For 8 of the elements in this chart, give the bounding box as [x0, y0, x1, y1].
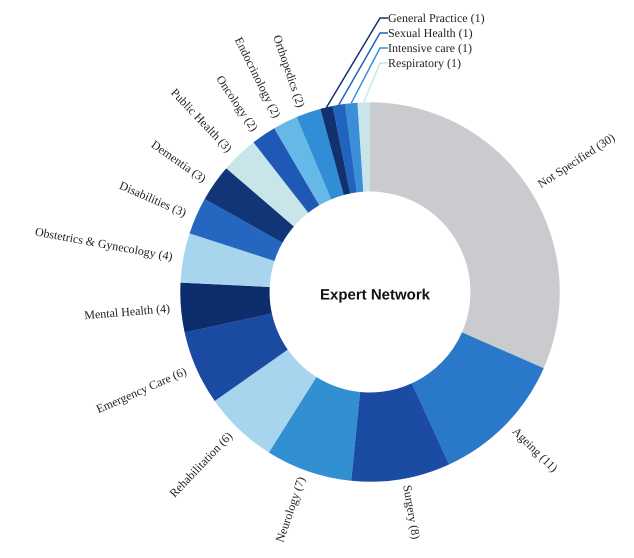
slice-label: Surgery (8) — [400, 484, 424, 540]
slice-label: Sexual Health (1) — [388, 26, 473, 40]
text: Expert Network — [320, 286, 431, 304]
slice-label: General Practice (1) — [388, 11, 485, 25]
slice-label: Obstetrics & Gynecology (4) — [34, 224, 174, 264]
slice-label: Intensive care (1) — [388, 41, 472, 55]
slice-label: Respiratory (1) — [388, 56, 461, 70]
slice-label: Mental Health (4) — [84, 301, 171, 322]
